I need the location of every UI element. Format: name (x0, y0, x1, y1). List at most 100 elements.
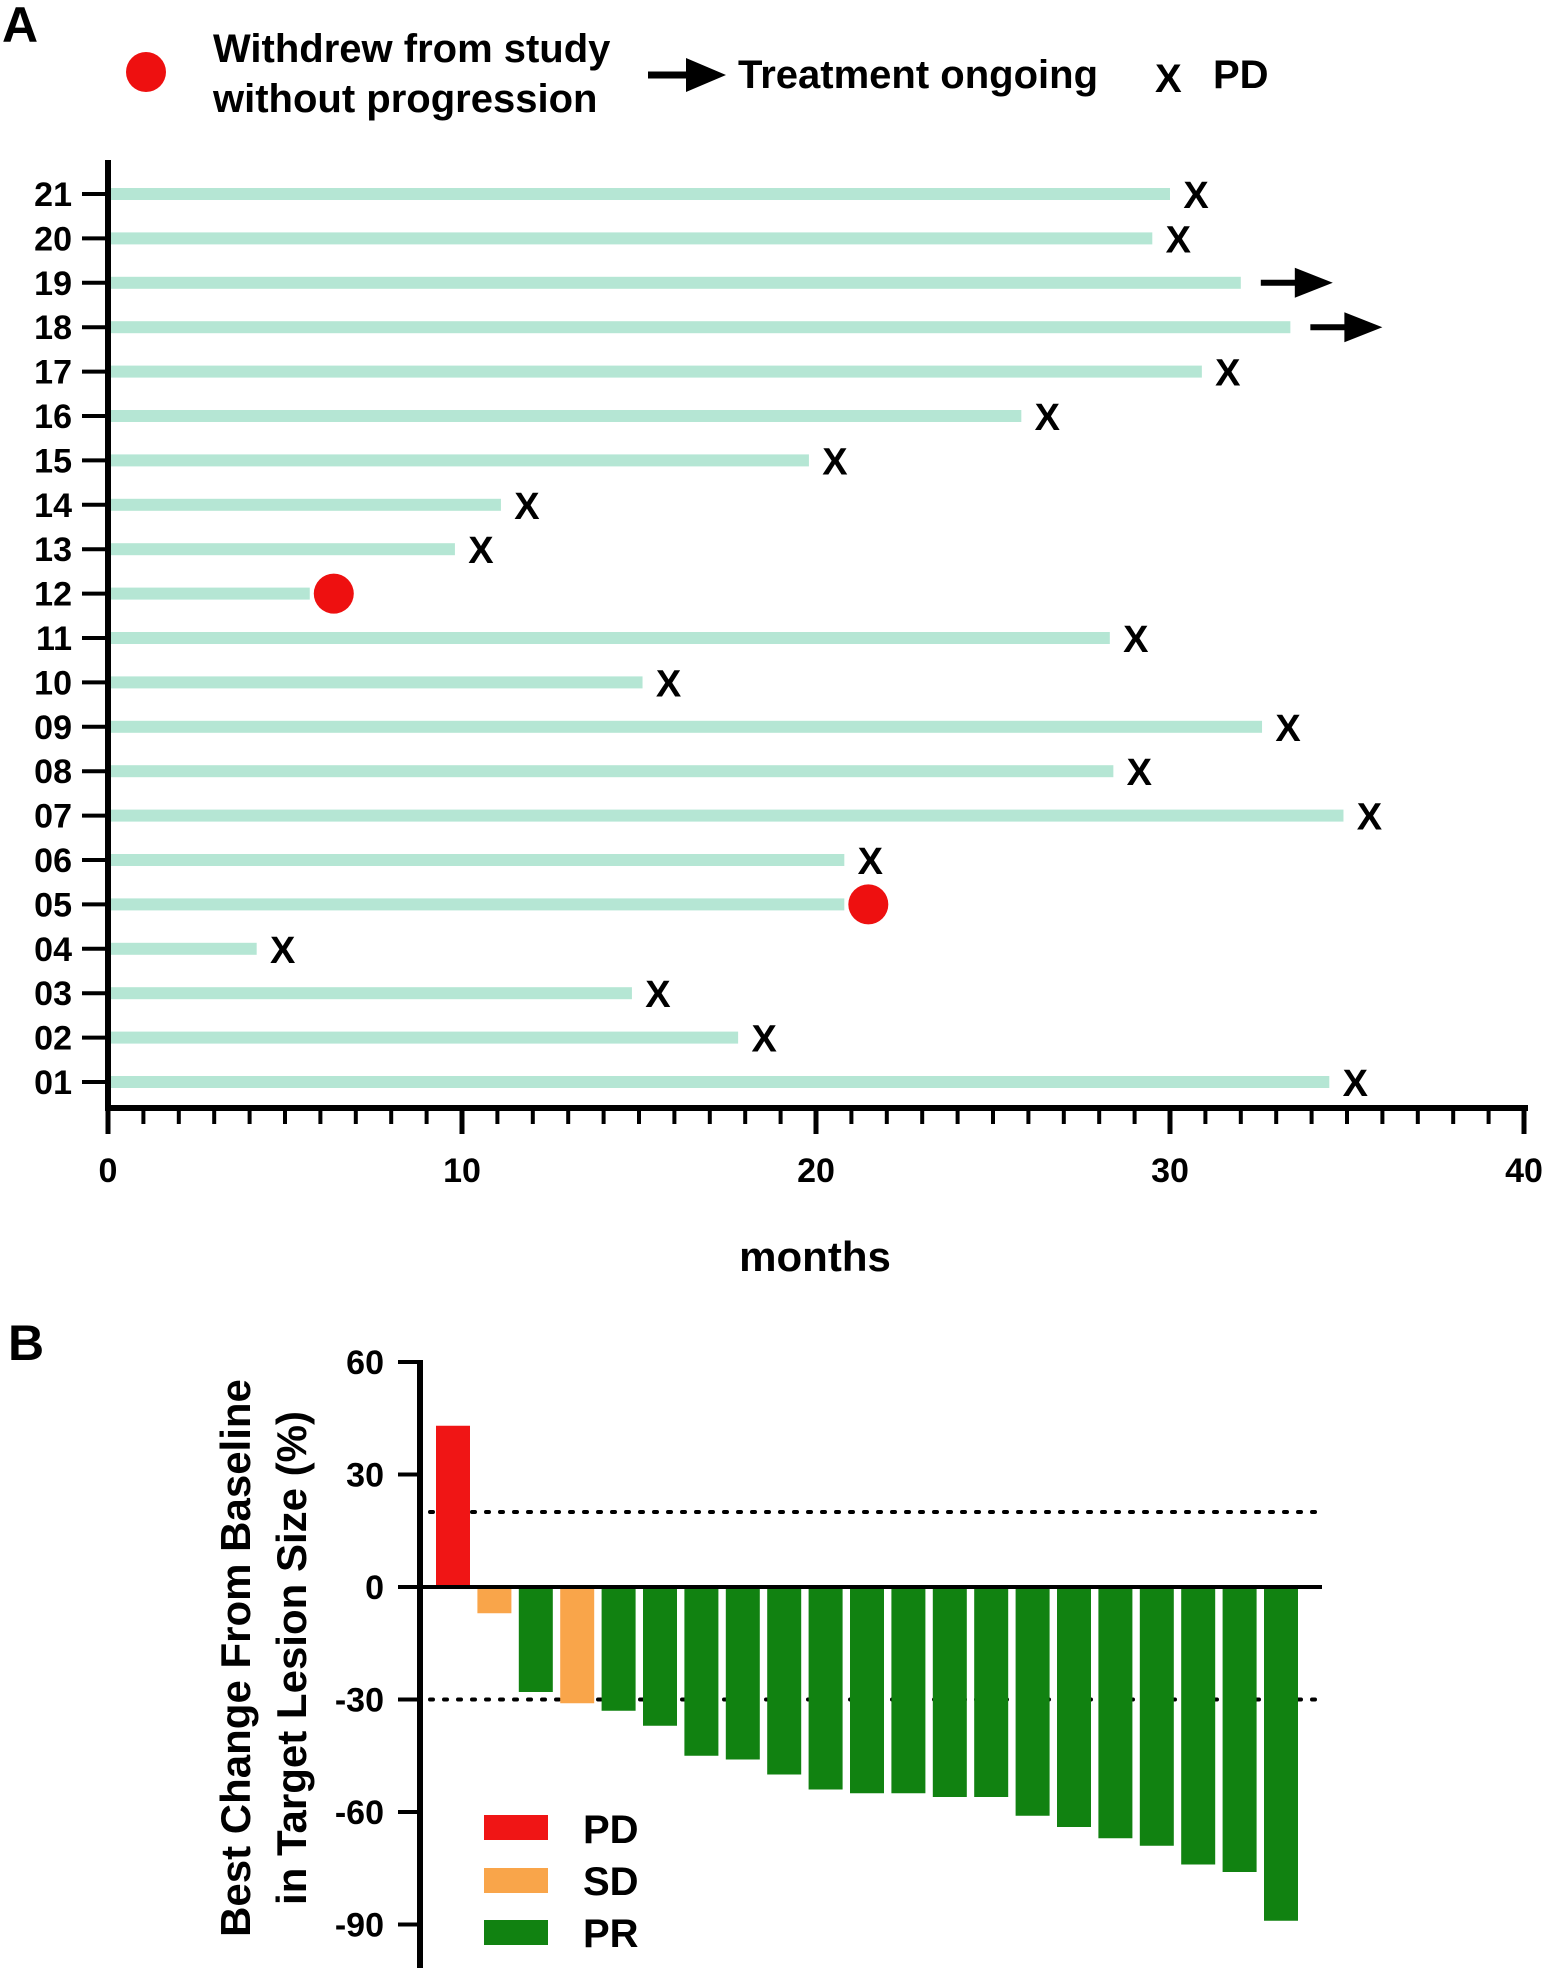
panel-b-axes (417, 1360, 1322, 1968)
ongoing-arrow-19 (1260, 267, 1333, 298)
withdrew-legend-label-line1: Withdrew from study (213, 27, 611, 71)
y-axis-title-line2: in Target Lesion Size (%) (268, 1411, 315, 1905)
swimmer-bar-21 (108, 188, 1170, 200)
months-axis-title: months (739, 1233, 891, 1280)
panel-a-label: A (2, 0, 38, 53)
sd-legend-label: SD (583, 1860, 639, 1904)
waterfall-bars (436, 1425, 1298, 1921)
swimmer-bar-19 (108, 276, 1241, 289)
swimmer-bar-13 (108, 543, 455, 556)
patient-label-08: 08 (34, 753, 72, 791)
swimmer-bar-03 (108, 987, 632, 1000)
patient-label-15: 15 (34, 442, 72, 480)
patient-label-05: 05 (34, 886, 72, 924)
patient-tick-labels: 21 20 19 18 17 16 15 14 13 12 11 10 09 08 07 06 05 04 03 02… (34, 176, 108, 1102)
pd-marker-21: X (1183, 175, 1209, 217)
patient-label-13: 13 (34, 531, 72, 569)
waterfall-bar-6-pr (643, 1587, 677, 1726)
pd-legend-label-a: PD (1213, 53, 1269, 97)
pr-legend-swatch (484, 1920, 548, 1945)
pd-marker-11: X (1123, 619, 1149, 661)
patient-label-03: 03 (34, 975, 72, 1013)
swimmer-bar-07 (108, 809, 1344, 822)
percent-label-5: -90 (335, 1907, 384, 1945)
withdrew-legend-marker (126, 52, 166, 92)
pd-marker-08: X (1127, 752, 1153, 794)
patient-label-04: 04 (34, 931, 72, 969)
swimmer-bar-02 (108, 1031, 739, 1044)
patient-label-07: 07 (34, 798, 72, 836)
ongoing-legend-label: Treatment ongoing (738, 53, 1098, 97)
waterfall-bar-8-pr (725, 1587, 760, 1760)
pd-marker-04: X (270, 930, 296, 972)
pd-marker-14: X (514, 486, 540, 528)
percent-tick-labels: 60 30 0 -30 -60 -90 (335, 1344, 420, 1945)
patient-label-19: 19 (34, 265, 72, 303)
pd-marker-15: X (822, 441, 848, 483)
waterfall-bar-9-pr (767, 1587, 802, 1775)
patient-label-02: 02 (34, 1020, 72, 1058)
swimmer-bar-10 (108, 676, 643, 689)
withdrew-legend-label-line2: without progression (212, 77, 597, 121)
waterfall-bar-17-pr (1098, 1587, 1133, 1839)
pd-legend-label: PD (583, 1808, 639, 1852)
patient-label-06: 06 (34, 842, 72, 880)
swimmer-bar-08 (108, 765, 1114, 778)
pd-marker-17: X (1215, 353, 1241, 395)
patient-label-20: 20 (34, 220, 72, 258)
swimmer-bar-12 (108, 587, 310, 600)
percent-label-2: 0 (365, 1569, 384, 1607)
patient-label-17: 17 (34, 354, 72, 392)
month-label-20: 20 (797, 1152, 835, 1190)
panel-a-legend: Withdrew from study without progression … (126, 27, 1269, 121)
waterfall-bar-16-pr (1057, 1587, 1091, 1827)
month-label-10: 10 (443, 1152, 481, 1190)
swimmer-bar-15 (108, 454, 809, 467)
ongoing-arrow-18 (1310, 312, 1383, 343)
waterfall-bar-18-pr (1139, 1587, 1174, 1846)
pd-marker-09: X (1275, 708, 1301, 750)
x-legend-icon: X (1155, 57, 1182, 101)
swimmer-bar-05 (108, 898, 845, 911)
patient-label-12: 12 (34, 576, 72, 614)
arrow-legend-icon (648, 58, 726, 92)
pr-legend-label: PR (583, 1912, 639, 1956)
waterfall-bar-7-pr (684, 1587, 719, 1756)
month-label-0: 0 (99, 1152, 118, 1190)
pd-marker-07: X (1357, 797, 1383, 839)
pd-marker-01: X (1343, 1063, 1369, 1105)
patient-label-21: 21 (34, 176, 72, 214)
swimmer-bar-09 (108, 720, 1263, 733)
month-label-40: 40 (1505, 1152, 1543, 1190)
patient-label-14: 14 (34, 487, 72, 525)
waterfall-bar-19-pr (1181, 1587, 1216, 1865)
patient-label-09: 09 (34, 709, 72, 747)
waterfall-bar-20-pr (1222, 1587, 1257, 1872)
pd-marker-16: X (1035, 397, 1061, 439)
patient-label-01: 01 (34, 1064, 72, 1102)
pd-marker-10: X (656, 663, 682, 705)
waterfall-bar-5-pr (601, 1587, 636, 1711)
withdrew-marker-12 (313, 573, 354, 614)
waterfall-bar-2-sd (477, 1587, 512, 1614)
pd-marker-02: X (751, 1019, 777, 1061)
withdrew-marker-05 (848, 884, 889, 925)
swimmer-bar-17 (108, 365, 1202, 378)
waterfall-bar-10-pr (808, 1587, 843, 1790)
waterfall-bar-3-pr (518, 1587, 553, 1692)
pd-legend-swatch (484, 1815, 548, 1840)
waterfall-bar-4-sd (560, 1587, 595, 1704)
patient-label-10: 10 (34, 664, 72, 702)
swimmer-bar-14 (108, 498, 501, 511)
month-tick-labels: 0 10 20 30 40 (99, 1108, 1543, 1190)
swimmer-bar-06 (108, 854, 845, 866)
waterfall-bar-12-pr (891, 1587, 926, 1794)
panel-b-label: B (8, 1315, 44, 1371)
swimmer-bar-18 (108, 321, 1291, 334)
percent-label-1: 30 (346, 1457, 384, 1495)
patient-label-11: 11 (36, 620, 72, 658)
pd-marker-13: X (468, 530, 494, 572)
waterfall-bar-14-pr (974, 1587, 1009, 1797)
